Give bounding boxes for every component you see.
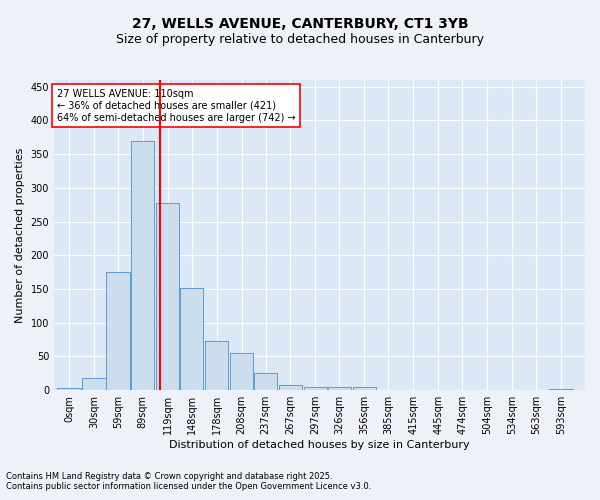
Bar	[304, 387, 327, 390]
Text: 27 WELLS AVENUE: 110sqm
← 36% of detached houses are smaller (421)
64% of semi-d: 27 WELLS AVENUE: 110sqm ← 36% of detache…	[56, 90, 295, 122]
Bar	[230, 353, 253, 390]
Text: 27, WELLS AVENUE, CANTERBURY, CT1 3YB: 27, WELLS AVENUE, CANTERBURY, CT1 3YB	[131, 18, 469, 32]
Bar	[82, 378, 106, 390]
Bar	[549, 389, 572, 390]
Bar	[328, 387, 351, 390]
Text: Size of property relative to detached houses in Canterbury: Size of property relative to detached ho…	[116, 32, 484, 46]
Text: Contains public sector information licensed under the Open Government Licence v3: Contains public sector information licen…	[6, 482, 371, 491]
Bar	[180, 288, 203, 390]
Y-axis label: Number of detached properties: Number of detached properties	[15, 148, 25, 323]
Bar	[156, 204, 179, 390]
Bar	[106, 272, 130, 390]
X-axis label: Distribution of detached houses by size in Canterbury: Distribution of detached houses by size …	[169, 440, 470, 450]
Bar	[58, 388, 80, 390]
Bar	[205, 341, 229, 390]
Bar	[131, 140, 154, 390]
Text: Contains HM Land Registry data © Crown copyright and database right 2025.: Contains HM Land Registry data © Crown c…	[6, 472, 332, 481]
Bar	[279, 385, 302, 390]
Bar	[254, 374, 277, 390]
Bar	[353, 387, 376, 390]
